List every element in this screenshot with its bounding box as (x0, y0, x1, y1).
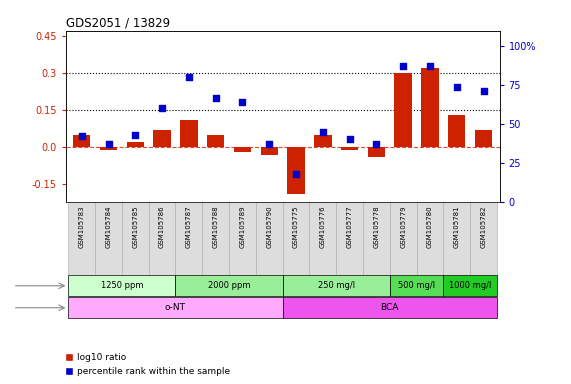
Bar (234, 147, 251, 152)
Bar (73, 135, 90, 147)
Bar (390, 202, 417, 275)
Bar (470, 202, 497, 275)
Bar (122, 202, 148, 275)
Text: GSM105779: GSM105779 (400, 205, 406, 248)
Bar (287, 147, 305, 194)
Text: GSM105787: GSM105787 (186, 205, 192, 248)
Bar (100, 147, 117, 150)
Text: 1000 mg/l: 1000 mg/l (449, 281, 492, 290)
Text: GSM105789: GSM105789 (239, 205, 246, 248)
Point (372, 141, 381, 147)
Text: 500 mg/l: 500 mg/l (398, 281, 435, 290)
Bar (314, 135, 332, 147)
Point (211, 94, 220, 101)
Text: o-NT: o-NT (165, 303, 186, 312)
Text: GSM105790: GSM105790 (266, 205, 272, 248)
Point (104, 141, 113, 147)
Point (399, 63, 408, 70)
Point (479, 88, 488, 94)
Point (77, 133, 86, 139)
Bar (283, 202, 309, 275)
Bar (475, 130, 492, 147)
Bar (207, 135, 224, 147)
Text: GSM105777: GSM105777 (347, 205, 353, 248)
Bar (341, 147, 359, 150)
Bar (69, 202, 95, 275)
Text: GSM105786: GSM105786 (159, 205, 165, 248)
Text: GSM105780: GSM105780 (427, 205, 433, 248)
Bar (229, 202, 256, 275)
Point (345, 136, 354, 142)
Text: GDS2051 / 13829: GDS2051 / 13829 (66, 17, 170, 30)
Point (291, 170, 300, 177)
Bar (175, 202, 202, 275)
Text: GSM105782: GSM105782 (481, 205, 486, 248)
Point (238, 99, 247, 105)
Text: GSM105781: GSM105781 (454, 205, 460, 248)
Bar (95, 202, 122, 275)
Bar (154, 130, 171, 147)
Bar (69, 275, 175, 296)
Point (452, 84, 461, 90)
Point (425, 63, 435, 70)
Text: 2000 ppm: 2000 ppm (208, 281, 250, 290)
Bar (421, 68, 439, 147)
Bar (363, 202, 390, 275)
Bar (417, 202, 443, 275)
Bar (448, 115, 465, 147)
Text: GSM105788: GSM105788 (212, 205, 219, 248)
Bar (202, 202, 229, 275)
Bar (69, 297, 283, 318)
Bar (148, 202, 175, 275)
Text: BCA: BCA (381, 303, 399, 312)
Bar (175, 275, 283, 296)
Bar (309, 202, 336, 275)
Bar (127, 142, 144, 147)
Point (184, 74, 194, 80)
Point (265, 141, 274, 147)
Bar (395, 73, 412, 147)
Point (158, 105, 167, 111)
Bar (260, 147, 278, 154)
Bar (368, 147, 385, 157)
Bar (443, 202, 470, 275)
Text: 250 mg/l: 250 mg/l (317, 281, 355, 290)
Bar (390, 275, 443, 296)
Text: GSM105775: GSM105775 (293, 205, 299, 248)
Bar (283, 297, 497, 318)
Text: GSM105776: GSM105776 (320, 205, 326, 248)
Text: 1250 ppm: 1250 ppm (100, 281, 143, 290)
Text: GSM105783: GSM105783 (79, 205, 85, 248)
Bar (180, 120, 198, 147)
Bar (256, 202, 283, 275)
Legend: log10 ratio, percentile rank within the sample: log10 ratio, percentile rank within the … (62, 350, 234, 379)
Bar (283, 275, 390, 296)
Point (131, 132, 140, 138)
Text: GSM105778: GSM105778 (373, 205, 379, 248)
Text: GSM105784: GSM105784 (106, 205, 111, 248)
Bar (443, 275, 497, 296)
Point (318, 129, 327, 135)
Text: GSM105785: GSM105785 (132, 205, 138, 248)
Bar (336, 202, 363, 275)
